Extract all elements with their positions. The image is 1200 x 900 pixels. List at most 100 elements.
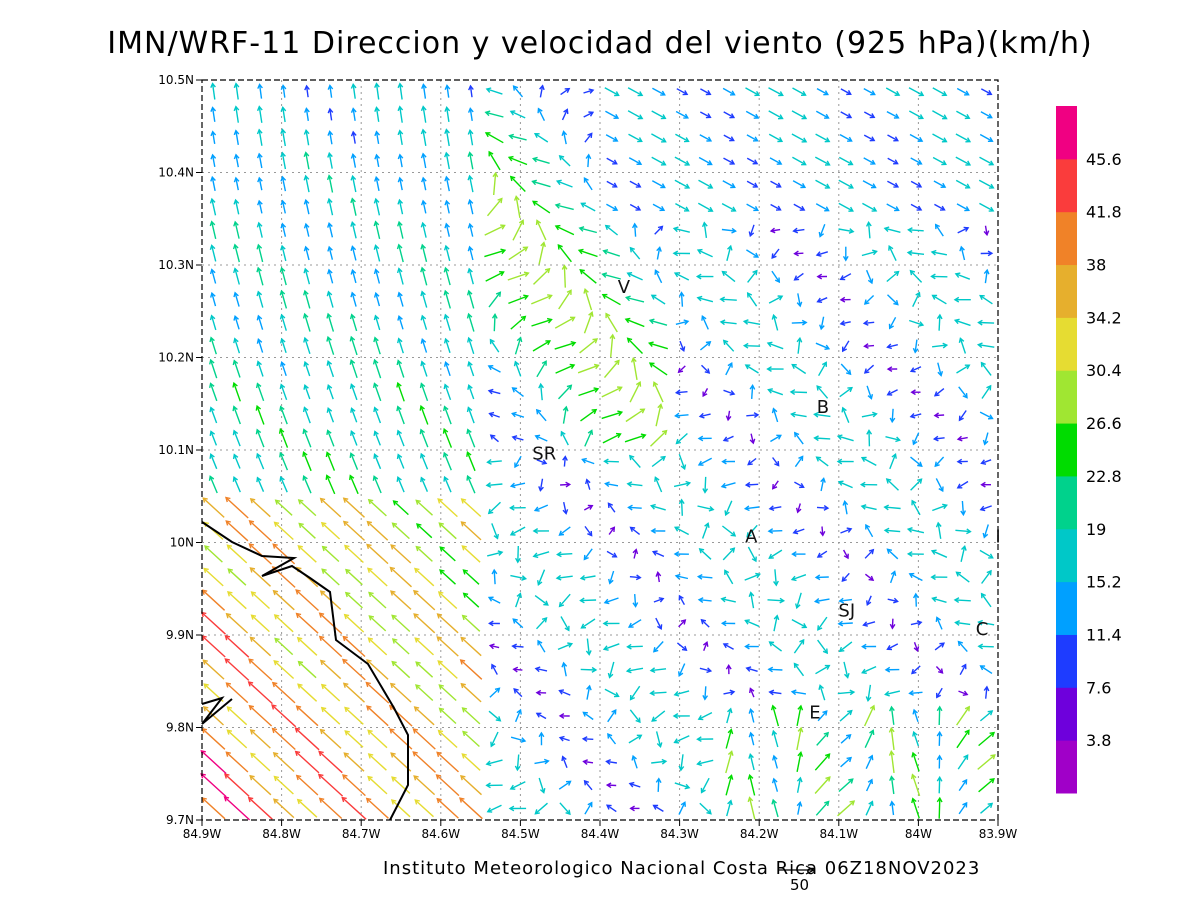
wind-arrow	[654, 476, 663, 493]
wind-arrow	[721, 227, 737, 234]
wind-arrow	[601, 386, 623, 398]
wind-arrow	[609, 333, 616, 358]
wind-arrow	[232, 476, 241, 493]
wind-arrow	[210, 82, 216, 100]
wind-arrow	[815, 342, 831, 350]
wind-arrow	[746, 203, 760, 212]
wind-arrow	[956, 705, 970, 726]
wind-arrow	[561, 108, 569, 121]
wind-arrow	[366, 543, 389, 565]
wind-arrow	[863, 157, 876, 165]
wind-arrow	[839, 296, 851, 303]
wind-arrow	[863, 704, 876, 727]
wind-arrow	[603, 359, 620, 379]
wind-arrow	[744, 572, 761, 581]
wind-arrow	[889, 800, 896, 816]
wind-arrow	[248, 519, 272, 542]
wind-arrow	[443, 313, 451, 331]
wind-arrow	[979, 665, 993, 674]
wind-arrow	[225, 682, 249, 704]
wind-arrow	[350, 83, 357, 99]
wind-arrow	[280, 128, 287, 147]
wind-arrow	[958, 410, 967, 422]
wind-arrow	[303, 384, 311, 400]
wind-arrow	[580, 666, 598, 673]
wind-arrow	[226, 706, 248, 726]
wind-arrow	[256, 221, 263, 238]
wind-arrow	[719, 296, 737, 303]
location-label-v: V	[618, 277, 631, 298]
wind-arrow	[538, 731, 545, 746]
wind-arrow	[533, 267, 551, 285]
wind-arrow	[603, 597, 619, 605]
wind-arrow	[863, 343, 875, 349]
wind-arrow	[699, 667, 713, 674]
x-tick-label: 84.1W	[820, 827, 859, 841]
wind-arrow	[980, 111, 993, 119]
wind-arrow	[725, 728, 734, 749]
wind-arrow	[467, 267, 474, 285]
wind-arrow	[674, 179, 691, 189]
wind-arrow	[421, 83, 427, 99]
wind-arrow	[558, 593, 571, 608]
wind-arrow	[420, 128, 427, 147]
wind-arrow	[419, 452, 429, 470]
wind-arrow	[910, 180, 923, 188]
wind-arrow	[437, 729, 458, 749]
wind-arrow	[321, 545, 340, 563]
wind-arrow	[412, 589, 436, 611]
wind-arrow	[749, 687, 755, 698]
wind-arrow	[673, 480, 692, 488]
y-tick-label: 10N	[170, 536, 194, 550]
wind-arrow	[223, 796, 251, 821]
wind-arrow	[436, 613, 459, 634]
wind-arrow	[701, 364, 711, 374]
wind-arrow	[303, 128, 310, 146]
wind-arrow	[326, 407, 335, 423]
wind-arrow	[538, 478, 544, 492]
wind-arrow	[677, 365, 686, 374]
wind-arrow	[467, 360, 475, 377]
wind-arrow	[651, 133, 667, 143]
wind-arrow	[419, 382, 429, 402]
wind-arrow	[838, 179, 854, 189]
wind-arrow	[279, 451, 289, 471]
wind-arrow	[723, 157, 736, 165]
wind-arrow	[535, 616, 548, 630]
wind-arrow	[373, 220, 381, 240]
wind-arrow	[908, 572, 923, 582]
wind-arrow	[325, 474, 336, 495]
wind-arrow	[391, 522, 410, 540]
wind-arrow	[860, 456, 877, 467]
wind-arrow	[930, 249, 948, 256]
wind-arrow	[767, 597, 786, 604]
wind-arrow	[794, 455, 804, 468]
wind-arrow	[374, 175, 380, 192]
wind-arrow	[930, 574, 948, 581]
wind-arrow	[625, 667, 644, 674]
wind-arrow	[413, 613, 436, 634]
wind-arrow	[796, 336, 803, 354]
wind-arrow	[977, 619, 995, 626]
wind-arrow	[303, 151, 310, 170]
wind-arrow	[514, 754, 521, 772]
wind-arrow	[726, 707, 733, 724]
wind-arrow	[415, 499, 433, 516]
wind-arrow	[233, 105, 240, 123]
wind-arrow	[389, 566, 412, 588]
wind-arrow	[396, 381, 405, 402]
wind-arrow	[955, 133, 972, 143]
wind-arrow	[749, 433, 756, 445]
wind-arrow	[767, 528, 783, 534]
wind-arrow	[508, 246, 529, 261]
wind-arrow	[225, 612, 249, 634]
wind-arrow	[343, 613, 365, 633]
wind-arrow	[554, 203, 574, 211]
wind-arrow	[771, 407, 779, 423]
wind-arrow	[373, 197, 381, 216]
wind-arrow	[555, 574, 573, 581]
wind-arrow	[444, 128, 450, 147]
wind-arrow	[489, 434, 499, 443]
wind-arrow	[327, 107, 334, 121]
wind-arrow	[652, 641, 664, 653]
